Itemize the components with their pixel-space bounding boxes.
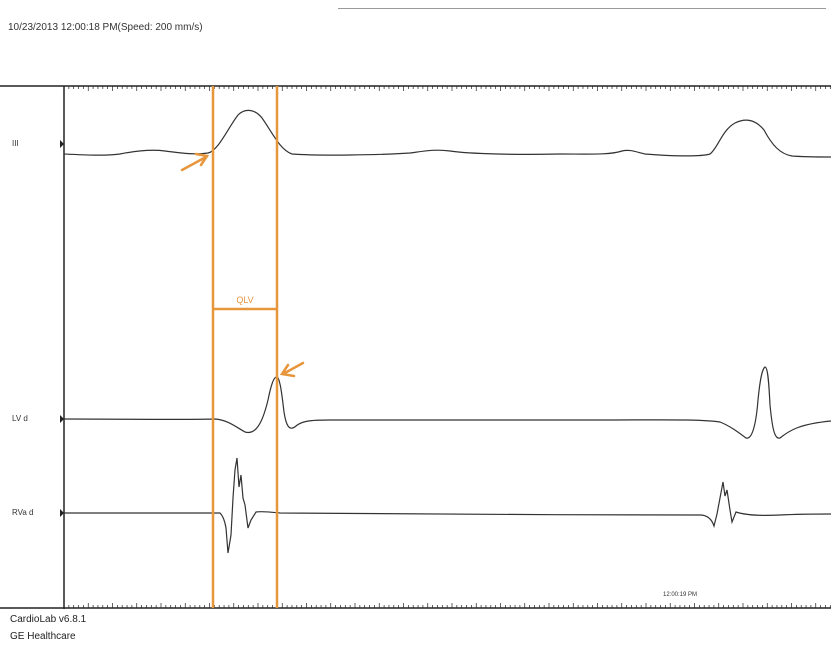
arrow-qrs-onset <box>180 152 210 172</box>
qlv-annotation: QLV <box>211 86 279 608</box>
lead-label-lvd: LV d <box>12 414 28 423</box>
qlv-label: QLV <box>236 295 253 305</box>
time-marker: 12:00:19 PM <box>663 592 698 598</box>
lead-marker-lvd <box>60 415 64 423</box>
trace-lvd <box>63 366 831 439</box>
vendor-name: GE Healthcare <box>10 631 76 642</box>
arrow-lv-peak <box>279 361 305 378</box>
bottom-tick-marks <box>63 603 831 608</box>
trace-rvad <box>64 457 831 554</box>
software-name: CardioLab v6.8.1 <box>10 614 87 625</box>
lead-label-rvad: RVa d <box>12 508 34 517</box>
top-tick-marks <box>63 86 831 91</box>
recording-timestamp: 10/23/2013 12:00:18 PM(Speed: 200 mm/s) <box>8 22 203 33</box>
lead-marker-iii <box>60 140 64 148</box>
trace-iii <box>63 109 831 158</box>
lead-marker-rvad <box>60 509 64 517</box>
lead-label-iii: III <box>12 139 19 148</box>
top-rule <box>338 8 826 9</box>
